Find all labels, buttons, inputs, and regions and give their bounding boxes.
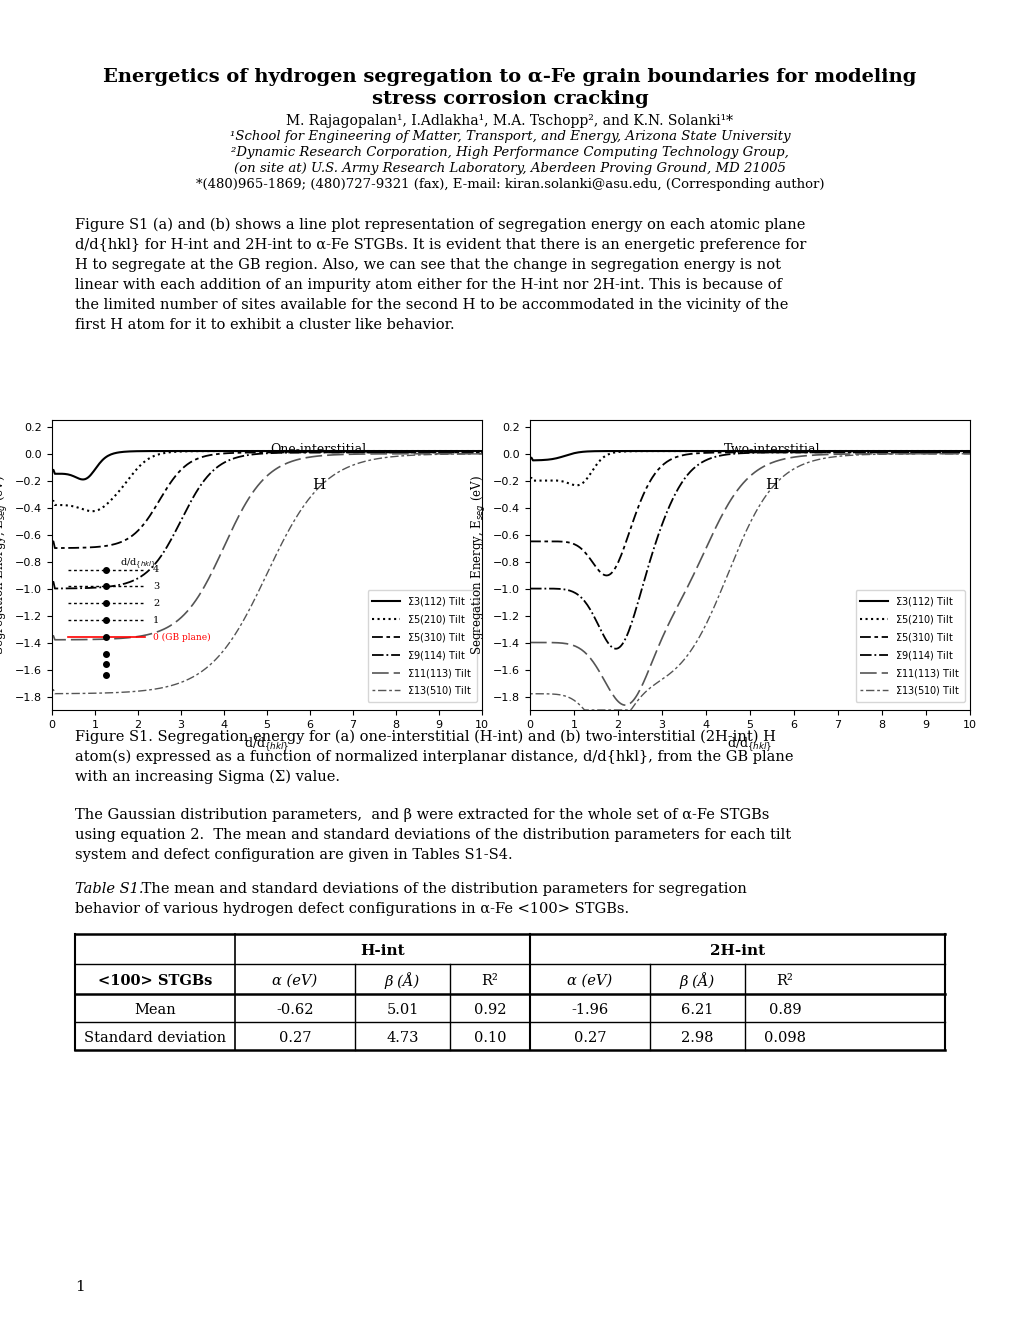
Text: system and defect configuration are given in Tables S1-S4.: system and defect configuration are give…	[75, 847, 513, 862]
Text: stress corrosion cracking: stress corrosion cracking	[371, 90, 648, 108]
Text: R²: R²	[775, 974, 793, 987]
Text: (b): (b)	[533, 422, 556, 440]
Text: Two-interstitial: Two-interstitial	[723, 444, 819, 457]
Text: atom(s) expressed as a function of normalized interplanar distance, d/d{hkl}, fr: atom(s) expressed as a function of norma…	[75, 750, 793, 764]
Text: 0.098: 0.098	[763, 1031, 805, 1045]
Text: -0.62: -0.62	[276, 1003, 314, 1016]
Text: Table S1.: Table S1.	[75, 882, 144, 896]
Text: 0 (GB plane): 0 (GB plane)	[153, 632, 210, 642]
Text: Standard deviation: Standard deviation	[84, 1031, 226, 1045]
Text: H: H	[312, 478, 325, 492]
Text: M. Rajagopalan¹, I.Adlakha¹, M.A. Tschopp², and K.N. Solanki¹*: M. Rajagopalan¹, I.Adlakha¹, M.A. Tschop…	[286, 114, 733, 128]
Text: 0.27: 0.27	[573, 1031, 605, 1045]
Text: 3: 3	[153, 582, 159, 591]
Text: β (Å): β (Å)	[384, 973, 420, 990]
Text: with an increasing Sigma (Σ) value.: with an increasing Sigma (Σ) value.	[75, 770, 339, 784]
Text: 0.27: 0.27	[278, 1031, 311, 1045]
Text: 6.21: 6.21	[681, 1003, 713, 1016]
Text: *(480)965-1869; (480)727-9321 (fax), E-mail: kiran.solanki@asu.edu, (Correspondi: *(480)965-1869; (480)727-9321 (fax), E-m…	[196, 178, 823, 191]
Text: behavior of various hydrogen defect configurations in α-Fe <100> STGBs.: behavior of various hydrogen defect conf…	[75, 902, 629, 916]
Text: <100> STGBs: <100> STGBs	[98, 974, 212, 987]
Text: 4.73: 4.73	[386, 1031, 419, 1045]
Y-axis label: Segregation Energy, E$_{seg}$ (eV): Segregation Energy, E$_{seg}$ (eV)	[469, 475, 487, 655]
Text: H to segregate at the GB region. Also, we can see that the change in segregation: H to segregate at the GB region. Also, w…	[75, 257, 781, 272]
Text: The mean and standard deviations of the distribution parameters for segregation: The mean and standard deviations of the …	[137, 882, 746, 896]
Text: H: H	[764, 478, 777, 492]
Text: d/d$_{\{hkl\}}$: d/d$_{\{hkl\}}$	[119, 557, 155, 572]
Text: 5.01: 5.01	[386, 1003, 418, 1016]
Text: 1: 1	[75, 1280, 85, 1294]
Text: ²Dynamic Research Corporation, High Performance Computing Technology Group,: ²Dynamic Research Corporation, High Perf…	[231, 147, 788, 158]
Text: Energetics of hydrogen segregation to α-Fe grain boundaries for modeling: Energetics of hydrogen segregation to α-…	[103, 69, 916, 86]
Legend: $\Sigma$3(112) Tilt, $\Sigma$5(210) Tilt, $\Sigma$5(310) Tilt, $\Sigma$9(114) Ti: $\Sigma$3(112) Tilt, $\Sigma$5(210) Tilt…	[855, 590, 964, 702]
Text: ¹School for Engineering of Matter, Transport, and Energy, Arizona State Universi: ¹School for Engineering of Matter, Trans…	[229, 129, 790, 143]
Text: d/d{hkl} for H-int and 2H-int to α-Fe STGBs. It is evident that there is an ener: d/d{hkl} for H-int and 2H-int to α-Fe ST…	[75, 238, 806, 252]
Text: linear with each addition of an impurity atom either for the H-int nor 2H-int. T: linear with each addition of an impurity…	[75, 279, 782, 292]
Text: (on site at) U.S. Army Research Laboratory, Aberdeen Proving Ground, MD 21005: (on site at) U.S. Army Research Laborato…	[233, 162, 786, 176]
Text: first H atom for it to exhibit a cluster like behavior.: first H atom for it to exhibit a cluster…	[75, 318, 454, 333]
Text: R²: R²	[481, 974, 498, 987]
Text: 1: 1	[153, 615, 159, 624]
Text: 2.98: 2.98	[681, 1031, 713, 1045]
Text: H-int: H-int	[360, 944, 405, 958]
Text: One-interstitial: One-interstitial	[270, 444, 366, 457]
X-axis label: d/d$_{\{hkl\}}$: d/d$_{\{hkl\}}$	[244, 735, 289, 754]
Text: -1.96: -1.96	[571, 1003, 608, 1016]
Text: 0.92: 0.92	[473, 1003, 505, 1016]
Text: Mean: Mean	[133, 1003, 175, 1016]
Text: (a): (a)	[55, 422, 77, 440]
Text: α (eV): α (eV)	[567, 974, 612, 987]
Text: using equation 2.  The mean and standard deviations of the distribution paramete: using equation 2. The mean and standard …	[75, 828, 791, 842]
X-axis label: d/d$_{\{hkl\}}$: d/d$_{\{hkl\}}$	[727, 735, 772, 754]
Text: 2H-int: 2H-int	[709, 944, 764, 958]
Text: 0.89: 0.89	[768, 1003, 801, 1016]
Text: α (eV): α (eV)	[272, 974, 317, 987]
Y-axis label: Segregation Energy, E$_{seg}$ (eV): Segregation Energy, E$_{seg}$ (eV)	[0, 475, 9, 655]
Text: The Gaussian distribution parameters,  and β were extracted for the whole set of: The Gaussian distribution parameters, an…	[75, 808, 768, 822]
Text: 2: 2	[153, 599, 159, 607]
Legend: $\Sigma$3(112) Tilt, $\Sigma$5(210) Tilt, $\Sigma$5(310) Tilt, $\Sigma$9(114) Ti: $\Sigma$3(112) Tilt, $\Sigma$5(210) Tilt…	[367, 590, 477, 702]
Text: 4: 4	[153, 565, 159, 574]
Text: Figure S1. Segregation energy for (a) one-interstitial (H-int) and (b) two-inter: Figure S1. Segregation energy for (a) on…	[75, 730, 775, 744]
Text: Figure S1 (a) and (b) shows a line plot representation of segregation energy on : Figure S1 (a) and (b) shows a line plot …	[75, 218, 805, 232]
Text: β (Å): β (Å)	[680, 973, 714, 990]
Text: the limited number of sites available for the second H to be accommodated in the: the limited number of sites available fo…	[75, 298, 788, 312]
Text: 0.10: 0.10	[473, 1031, 505, 1045]
